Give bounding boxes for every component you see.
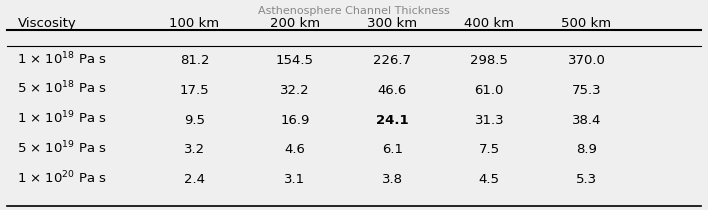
Text: 46.6: 46.6 (377, 84, 407, 97)
Text: 5.3: 5.3 (576, 173, 597, 186)
Text: Viscosity: Viscosity (18, 17, 76, 30)
Text: 200 km: 200 km (270, 17, 320, 30)
Text: 400 km: 400 km (464, 17, 514, 30)
Text: 298.5: 298.5 (470, 54, 508, 67)
Text: 2.4: 2.4 (184, 173, 205, 186)
Text: 370.0: 370.0 (568, 54, 605, 67)
Text: 8.9: 8.9 (576, 143, 597, 156)
Text: 154.5: 154.5 (276, 54, 314, 67)
Text: 7.5: 7.5 (479, 143, 500, 156)
Text: 61.0: 61.0 (474, 84, 504, 97)
Text: Asthenosphere Channel Thickness: Asthenosphere Channel Thickness (258, 6, 450, 16)
Text: 1 × 10$^{20}$ Pa s: 1 × 10$^{20}$ Pa s (18, 170, 108, 186)
Text: 3.1: 3.1 (285, 173, 306, 186)
Text: 5 × 10$^{19}$ Pa s: 5 × 10$^{19}$ Pa s (18, 140, 108, 156)
Text: 300 km: 300 km (367, 17, 417, 30)
Text: 9.5: 9.5 (184, 114, 205, 127)
Text: 24.1: 24.1 (376, 114, 409, 127)
Text: 4.5: 4.5 (479, 173, 500, 186)
Text: 6.1: 6.1 (382, 143, 403, 156)
Text: 4.6: 4.6 (285, 143, 305, 156)
Text: 5 × 10$^{18}$ Pa s: 5 × 10$^{18}$ Pa s (18, 80, 108, 97)
Text: 100 km: 100 km (169, 17, 219, 30)
Text: 38.4: 38.4 (572, 114, 601, 127)
Text: 32.2: 32.2 (280, 84, 310, 97)
Text: 81.2: 81.2 (180, 54, 209, 67)
Text: 16.9: 16.9 (280, 114, 309, 127)
Text: 17.5: 17.5 (180, 84, 210, 97)
Text: 31.3: 31.3 (474, 114, 504, 127)
Text: 1 × 10$^{19}$ Pa s: 1 × 10$^{19}$ Pa s (18, 110, 108, 127)
Text: 500 km: 500 km (561, 17, 612, 30)
Text: 226.7: 226.7 (373, 54, 411, 67)
Text: 1 × 10$^{18}$ Pa s: 1 × 10$^{18}$ Pa s (18, 50, 108, 67)
Text: 75.3: 75.3 (571, 84, 601, 97)
Text: 3.8: 3.8 (382, 173, 403, 186)
Text: 3.2: 3.2 (184, 143, 205, 156)
